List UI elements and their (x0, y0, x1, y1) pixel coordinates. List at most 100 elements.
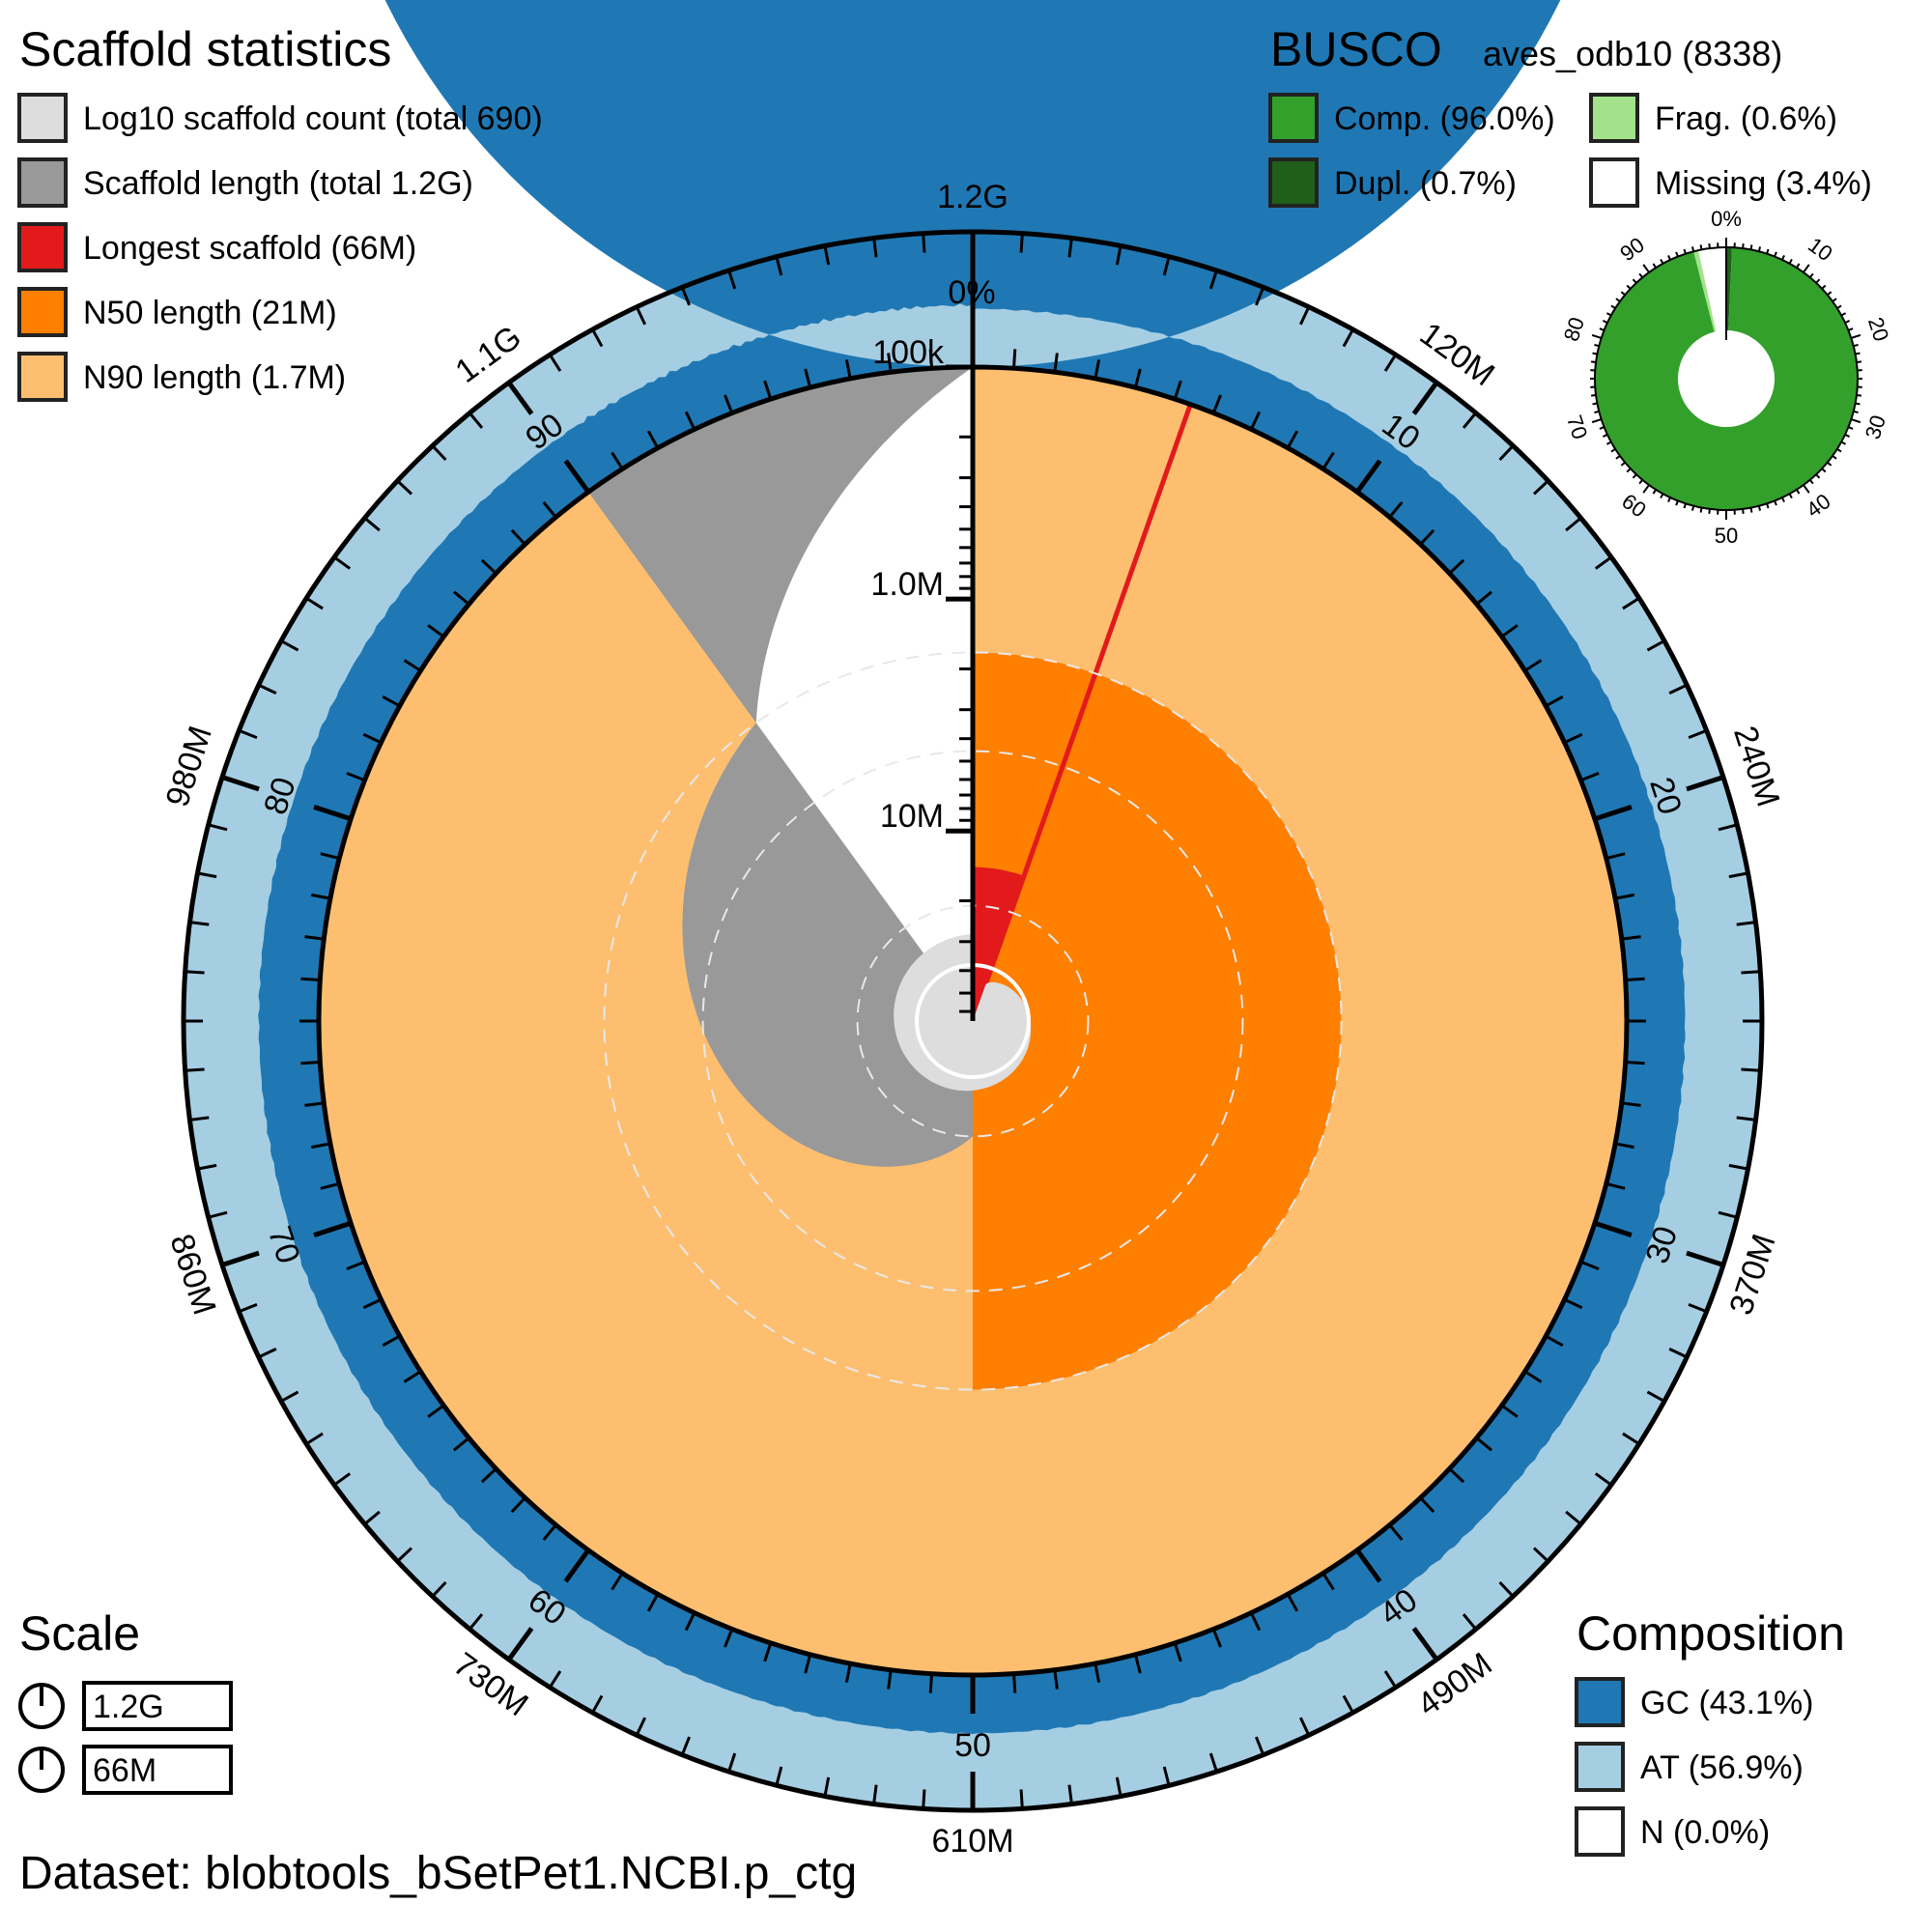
busco-legend-item-label: Dupl. (0.7%) (1334, 165, 1517, 202)
busco-tick (1708, 242, 1711, 249)
inner-tick (311, 1142, 331, 1150)
outer-tick (1688, 1303, 1708, 1314)
busco-tick (1808, 479, 1814, 485)
inner-tick (313, 805, 352, 822)
inner-tick (300, 1061, 321, 1065)
n50-area (973, 652, 1342, 1390)
outer-tick (1115, 1776, 1122, 1797)
busco-tick (1757, 505, 1762, 511)
composition-legend-item-swatch (1575, 1742, 1625, 1792)
outer-tick (221, 1250, 260, 1267)
inner-tick (480, 558, 497, 575)
outer-tick (469, 1613, 484, 1631)
outer-tick (1208, 270, 1218, 290)
composition-legend-item-label: GC (43.1%) (1640, 1685, 1814, 1721)
inner-tick (1625, 1061, 1645, 1065)
outer-tick (221, 775, 260, 792)
outer-tick (727, 270, 737, 290)
busco-tick (1848, 327, 1854, 331)
inner-axis-label: 0% (948, 274, 995, 311)
outer-tick (280, 639, 299, 652)
inner-tick (1419, 1496, 1435, 1514)
outer-tick (506, 1627, 534, 1662)
outer-tick (1594, 1472, 1612, 1487)
scaffold-legend-item: Scaffold length (total 1.2G) (17, 157, 473, 208)
busco-legend-item-label: Comp. (96.0%) (1334, 100, 1555, 137)
outer-axis-label: 1.2G (937, 179, 1009, 215)
reference-circle (701, 750, 1244, 1293)
outer-tick (333, 555, 352, 570)
outer-tick (1255, 1736, 1265, 1756)
busco-tick (1742, 508, 1745, 515)
outer-tick (1162, 1766, 1171, 1786)
busco-tick (1796, 263, 1801, 269)
outer-tick (333, 1472, 352, 1487)
scaffold-legend-item-swatch (17, 157, 68, 208)
busco-tick (1642, 484, 1650, 494)
scaffold-legend-item-label: N50 length (21M) (83, 295, 337, 331)
outer-tick (680, 286, 691, 306)
inner-tick (346, 1260, 366, 1270)
outer-tick (469, 412, 484, 429)
outer-tick (775, 1766, 783, 1786)
scaffold-legend-item: N50 length (21M) (17, 287, 337, 337)
busco-tick-label: 50 (1715, 524, 1738, 548)
inner-tick (1448, 1467, 1465, 1484)
outer-tick (823, 245, 831, 266)
inner-tick (1523, 659, 1543, 672)
outer-axis-label: 610M (931, 1823, 1013, 1860)
outer-tick (1728, 1163, 1748, 1171)
inner-tick (1614, 893, 1634, 900)
busco-legend-item-swatch (1268, 157, 1319, 208)
busco-tick (1602, 434, 1608, 438)
busco-complete-slice (1594, 247, 1858, 510)
outer-tick (775, 256, 783, 276)
composition-legend-item: AT (56.9%) (1575, 1742, 1804, 1792)
outer-tick (305, 1432, 324, 1446)
axes-layer: 1.2G120M240M370M490M610M730M860M980M1.1G… (159, 179, 1787, 1860)
inner-tick (763, 380, 773, 400)
busco-fragmented-slice (1693, 250, 1717, 332)
outer-tick (363, 1510, 381, 1525)
scale-label: 66M (93, 1752, 156, 1789)
busco-tick (1781, 254, 1785, 261)
busco-tick (1844, 320, 1851, 324)
busco-tick (1774, 251, 1777, 257)
inner-tick (1594, 1220, 1633, 1237)
inner-tick (1579, 1260, 1600, 1270)
outer-tick (1067, 238, 1073, 258)
outer-tick (258, 1347, 277, 1359)
busco-legend-item: Comp. (96.0%) (1268, 93, 1555, 143)
outer-tick (548, 354, 562, 372)
busco-tick (1803, 484, 1810, 494)
scaffold-legend-item-label: Longest scaffold (66M) (83, 230, 416, 267)
busco-tick (1788, 493, 1793, 499)
outer-tick (1067, 1784, 1073, 1804)
inner-tick (1012, 1673, 1017, 1693)
busco-tick (1766, 503, 1770, 509)
inner-tick (1211, 1628, 1222, 1648)
busco-tick (1690, 505, 1695, 511)
scaffold-legend-item: N90 length (1.7M) (17, 352, 346, 402)
reference-circle (603, 651, 1343, 1391)
busco-tick (1632, 278, 1637, 284)
busco-tick (1652, 263, 1657, 269)
inner-tick (382, 695, 401, 708)
inner-tick (684, 411, 696, 431)
inner-tick (452, 590, 470, 606)
inner-tick (1388, 500, 1404, 519)
outer-axis-label: 240M (1726, 722, 1786, 811)
outer-tick (1594, 555, 1612, 570)
scaffold-legend-title: Scaffold statistics (19, 22, 391, 76)
busco-legend-item-swatch (1589, 93, 1639, 143)
inner-tick (1286, 1593, 1299, 1612)
busco-legend-title: BUSCO (1270, 22, 1442, 76)
busco-tick (1836, 304, 1842, 309)
busco-tick-label: 70 (1562, 412, 1592, 442)
busco-tick (1638, 479, 1644, 485)
inner-tick (480, 1467, 497, 1484)
outer-axis-label: 980M (159, 722, 219, 811)
outer-tick (1019, 233, 1024, 253)
busco-tick (1610, 304, 1616, 309)
